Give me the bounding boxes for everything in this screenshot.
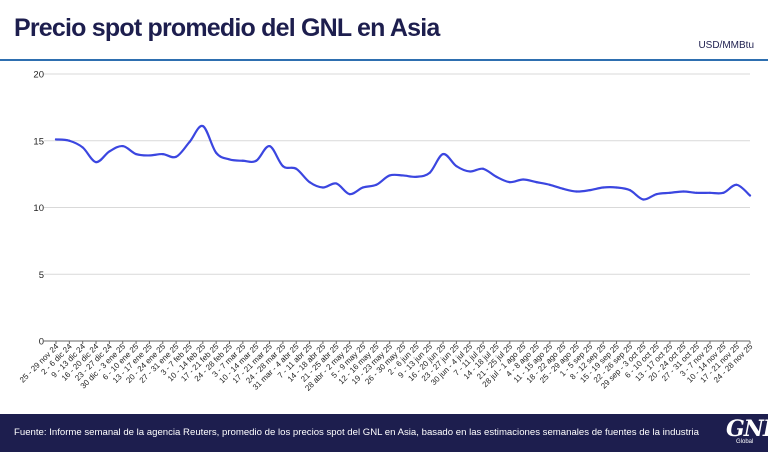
data-point	[81, 146, 84, 149]
data-point	[401, 174, 405, 177]
data-point	[348, 193, 351, 196]
data-point	[321, 186, 325, 189]
data-point	[708, 191, 712, 194]
data-point	[175, 155, 178, 158]
data-point	[481, 167, 485, 170]
y-tick-label: 15	[33, 136, 44, 147]
data-point	[588, 189, 591, 192]
logo-text: GNL	[726, 416, 768, 442]
header-divider	[0, 59, 768, 61]
data-point	[335, 182, 338, 185]
data-point	[415, 175, 418, 178]
data-point	[428, 171, 431, 174]
data-point	[54, 138, 58, 141]
data-point	[361, 186, 365, 189]
y-tick-label: 10	[33, 203, 44, 214]
line-chart: 0 5 10 15 20 25 - 29 nov 242 - 6 dic 249 - 1…	[18, 70, 755, 393]
data-point	[615, 186, 618, 189]
data-point	[668, 191, 672, 194]
data-point	[375, 183, 378, 186]
data-point	[241, 159, 244, 162]
data-point	[722, 191, 725, 194]
data-point	[308, 181, 311, 184]
data-point	[602, 186, 605, 189]
data-point	[295, 167, 298, 170]
data-point	[628, 189, 631, 192]
data-point	[108, 150, 111, 153]
data-point	[455, 165, 458, 168]
data-point	[134, 153, 138, 156]
series-line	[54, 124, 752, 201]
x-axis: 25 - 29 nov 242 - 6 dic 249 - 13 dic 241…	[18, 341, 755, 393]
data-point	[188, 140, 191, 144]
data-point	[121, 144, 124, 148]
data-point	[268, 144, 271, 148]
data-point	[562, 187, 565, 190]
data-point	[441, 153, 445, 156]
data-point	[522, 178, 525, 181]
y-tick-label: 0	[39, 337, 44, 348]
gnl-global-logo: GNL Global	[720, 416, 768, 450]
data-point	[255, 159, 258, 162]
data-point	[68, 139, 71, 142]
data-point	[201, 124, 204, 128]
data-point	[388, 174, 391, 177]
unit-label: USD/MMBtu	[698, 40, 754, 51]
footer-bar	[0, 414, 768, 452]
y-tick-label: 20	[33, 70, 44, 81]
data-point	[228, 158, 231, 161]
logo-subtext: Global	[736, 439, 754, 445]
chart-title: Precio spot promedio del GNL en Asia	[14, 14, 440, 42]
data-point	[642, 198, 645, 201]
y-axis: 0 5 10 15 20	[33, 70, 44, 348]
gridlines	[44, 73, 750, 342]
data-point	[508, 181, 511, 184]
data-point	[148, 154, 151, 157]
data-point	[735, 183, 738, 186]
data-point	[161, 153, 164, 156]
data-point	[215, 151, 218, 154]
series-layer	[54, 124, 752, 201]
data-point	[682, 190, 685, 193]
data-point	[575, 190, 578, 193]
data-point	[94, 161, 98, 164]
y-tick-label: 5	[39, 270, 44, 281]
data-point	[281, 165, 284, 168]
data-point	[748, 194, 752, 197]
data-point	[468, 170, 471, 173]
source-note: Fuente: Informe semanal de la agencia Re…	[14, 427, 699, 438]
data-point	[655, 193, 658, 196]
data-point	[695, 191, 698, 194]
data-point	[548, 183, 551, 186]
data-point	[495, 175, 498, 178]
data-point	[535, 181, 538, 184]
